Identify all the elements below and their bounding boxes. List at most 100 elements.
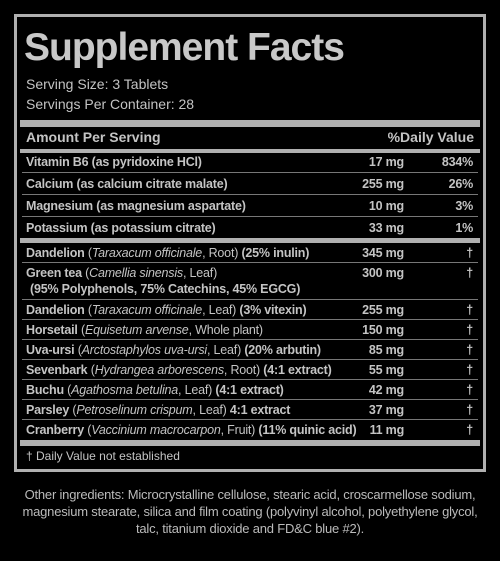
ingredient-name: Uva-ursi (Arctostaphylos uva-ursi, Leaf)…: [26, 342, 321, 358]
name-part: Parsley: [26, 403, 70, 417]
row-divider: [22, 379, 478, 380]
rule-thick: [20, 440, 480, 446]
ingredient-name: Cranberry (Vaccinium macrocarpon, Fruit)…: [26, 422, 357, 438]
name-part: , Leaf): [202, 303, 237, 317]
name-part: Equisetum arvense: [84, 323, 189, 337]
name-part: , Leaf): [178, 383, 213, 397]
rule-thick: [20, 149, 480, 153]
amount: 255 mg: [362, 177, 404, 191]
name-part: Sevenbark: [26, 363, 88, 377]
daily-value: †: [466, 343, 473, 357]
name-part: , Fruit): [220, 423, 256, 437]
name-part: (: [81, 266, 90, 280]
amount-header: Amount Per Serving: [26, 129, 161, 145]
ingredient-name: (95% Polyphenols, 75% Catechins, 45% EGC…: [30, 281, 300, 297]
ingredient-name: Vitamin B6 (as pyridoxine HCl): [26, 154, 202, 170]
amount: 300 mg: [362, 266, 404, 280]
name-part: (: [83, 423, 92, 437]
name-part: (4:1 extract): [212, 383, 284, 397]
ingredient-name: Sevenbark (Hydrangea arborescens, Root) …: [26, 362, 332, 378]
ingredient-name: Green tea (Camellia sinensis, Leaf): [26, 265, 217, 281]
serving-size: Serving Size: 3 Tablets: [26, 76, 169, 92]
daily-value-header: %Daily Value: [387, 129, 474, 145]
row-divider: [22, 319, 478, 320]
other-ingredients: Other ingredients: Microcrystalline cell…: [22, 487, 478, 536]
name-part: Magnesium (as magnesium aspartate): [26, 199, 246, 213]
daily-value: †: [466, 383, 473, 397]
ingredient-name: Buchu (Agathosma betulina, Leaf) (4:1 ex…: [26, 382, 284, 398]
row-divider: [22, 216, 478, 217]
row-divider: [22, 262, 478, 263]
amount: 10 mg: [368, 199, 404, 213]
name-part: , Whole plant): [188, 323, 264, 337]
ingredient-name: Potassium (as potassium citrate): [26, 220, 216, 236]
label-border: [14, 14, 486, 472]
name-part: (25% inulin): [238, 246, 310, 260]
name-part: , Root): [223, 363, 261, 377]
daily-value: †: [466, 363, 473, 377]
ingredient-name: Dandelion (Taraxacum officinale, Root) (…: [26, 245, 309, 261]
daily-value: †: [466, 323, 473, 337]
name-part: (: [84, 303, 92, 317]
amount: 150 mg: [362, 323, 404, 337]
amount: 11 mg: [369, 423, 405, 437]
name-part: Horsetail: [26, 323, 78, 337]
daily-value: 26%: [448, 177, 474, 191]
name-part: Buchu: [26, 383, 64, 397]
name-part: (: [87, 363, 95, 377]
name-part: Cranberry: [26, 423, 84, 437]
name-part: (95% Polyphenols, 75% Catechins, 45% EGC…: [30, 282, 301, 296]
name-part: Potassium (as potassium citrate): [26, 221, 216, 235]
name-part: , Leaf): [207, 343, 242, 357]
daily-value: †: [466, 246, 473, 260]
row-divider: [22, 194, 478, 195]
amount: 345 mg: [362, 246, 404, 260]
footnote: † Daily Value not established: [26, 449, 180, 463]
rule-thick: [20, 238, 480, 243]
amount: 55 mg: [368, 363, 404, 377]
amount: 85 mg: [368, 343, 404, 357]
name-part: 4:1 extract: [226, 403, 291, 417]
row-divider: [22, 339, 478, 340]
name-part: Hydrangea arborescens: [94, 363, 224, 377]
ingredient-name: Magnesium (as magnesium aspartate): [26, 198, 246, 214]
name-part: Taraxacum officinale: [91, 303, 203, 317]
name-part: (: [84, 246, 92, 260]
name-part: (4:1 extract): [260, 363, 332, 377]
amount: 42 mg: [368, 383, 404, 397]
name-part: Camellia sinensis: [89, 266, 183, 280]
ingredient-name: Calcium (as calcium citrate malate): [26, 176, 228, 192]
name-part: Agathosma betulina: [71, 383, 179, 397]
amount: 33 mg: [368, 221, 404, 235]
name-part: (: [77, 323, 85, 337]
name-part: , Root): [202, 246, 239, 260]
name-part: Vitamin B6 (as pyridoxine HCl): [26, 155, 202, 169]
name-part: (11% quinic acid): [255, 423, 357, 437]
name-part: Green tea: [26, 266, 82, 280]
daily-value: 1%: [455, 221, 473, 235]
title: Supplement Facts: [24, 26, 345, 69]
rule-thick: [20, 120, 480, 127]
row-divider: [22, 419, 478, 420]
servings-per-container: Servings Per Container: 28: [26, 96, 195, 112]
name-part: Dandelion: [26, 303, 85, 317]
ingredient-name: Horsetail (Equisetum arvense, Whole plan…: [26, 322, 263, 338]
amount: 17 mg: [368, 155, 404, 169]
name-part: (3% vitexin): [236, 303, 307, 317]
amount: 37 mg: [368, 403, 404, 417]
row-divider: [22, 172, 478, 173]
row-divider: [22, 299, 478, 300]
daily-value: †: [466, 303, 473, 317]
daily-value: 3%: [455, 199, 473, 213]
name-part: , Leaf): [183, 266, 218, 280]
name-part: , Leaf): [192, 403, 227, 417]
ingredient-name: Dandelion (Taraxacum officinale, Leaf) (…: [26, 302, 307, 318]
daily-value: †: [466, 423, 473, 437]
name-part: Uva-ursi: [26, 343, 75, 357]
daily-value: 834%: [441, 155, 473, 169]
daily-value: †: [466, 266, 473, 280]
name-part: (20% arbutin): [241, 343, 321, 357]
amount: 255 mg: [362, 303, 404, 317]
name-part: Arctostaphylos uva-ursi: [81, 343, 208, 357]
